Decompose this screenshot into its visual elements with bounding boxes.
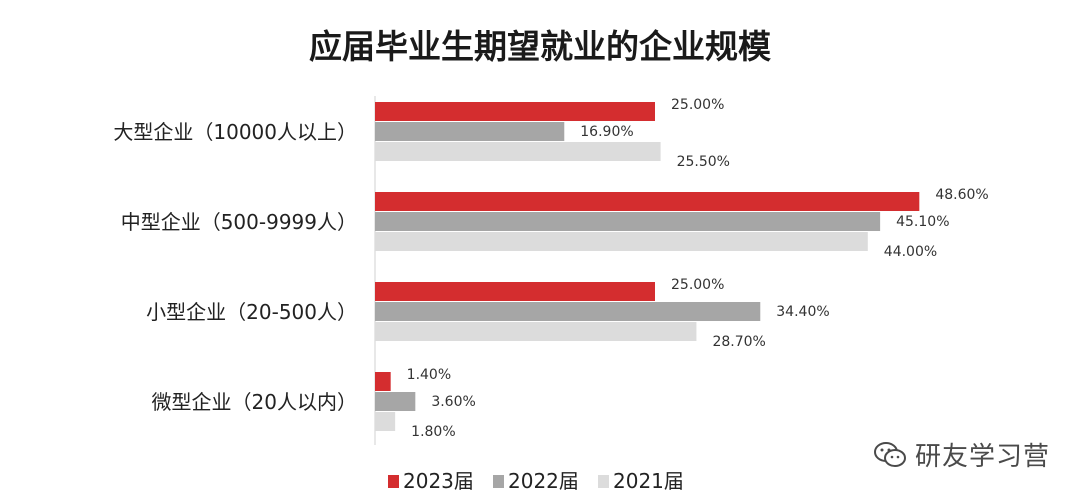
watermark-text: 研友学习营 bbox=[914, 442, 1050, 472]
category-label: 小型企业（20-500人） bbox=[146, 300, 357, 324]
bar bbox=[375, 122, 565, 141]
wechat-icon bbox=[873, 441, 906, 467]
data-label: 45.10% bbox=[896, 214, 949, 230]
bar bbox=[375, 302, 761, 321]
watermark: 研友学习营 bbox=[873, 436, 1050, 473]
bar bbox=[375, 392, 416, 411]
legend-swatch bbox=[493, 475, 504, 488]
bar bbox=[375, 322, 697, 341]
bar bbox=[375, 282, 655, 301]
data-label: 48.60% bbox=[935, 187, 988, 203]
legend-swatch bbox=[388, 475, 399, 488]
category-label: 中型企业（500-9999人） bbox=[121, 210, 357, 234]
legend-label: 2023届 bbox=[403, 469, 474, 493]
data-label: 1.80% bbox=[411, 424, 455, 440]
bar bbox=[375, 232, 868, 251]
data-label: 25.00% bbox=[671, 277, 724, 293]
bar bbox=[375, 102, 655, 121]
legend-swatch bbox=[598, 475, 609, 488]
data-label: 25.00% bbox=[671, 97, 724, 113]
data-label: 25.50% bbox=[677, 154, 730, 170]
data-label: 44.00% bbox=[884, 244, 937, 260]
bar bbox=[375, 372, 391, 391]
category-label: 大型企业（10000人以上） bbox=[113, 120, 357, 144]
data-label: 34.40% bbox=[776, 304, 829, 320]
legend-label: 2022届 bbox=[508, 469, 579, 493]
legend-label: 2021届 bbox=[613, 469, 684, 493]
chart-title: 应届毕业生期望就业的企业规模 bbox=[309, 27, 772, 66]
data-label: 1.40% bbox=[407, 367, 451, 383]
data-label: 16.90% bbox=[580, 124, 633, 140]
category-label: 微型企业（20人以内） bbox=[152, 390, 357, 414]
bar bbox=[375, 412, 396, 431]
bar bbox=[375, 142, 661, 161]
data-label: 3.60% bbox=[431, 394, 475, 410]
bar bbox=[375, 212, 881, 231]
bar bbox=[375, 192, 920, 211]
data-label: 28.70% bbox=[712, 334, 765, 350]
